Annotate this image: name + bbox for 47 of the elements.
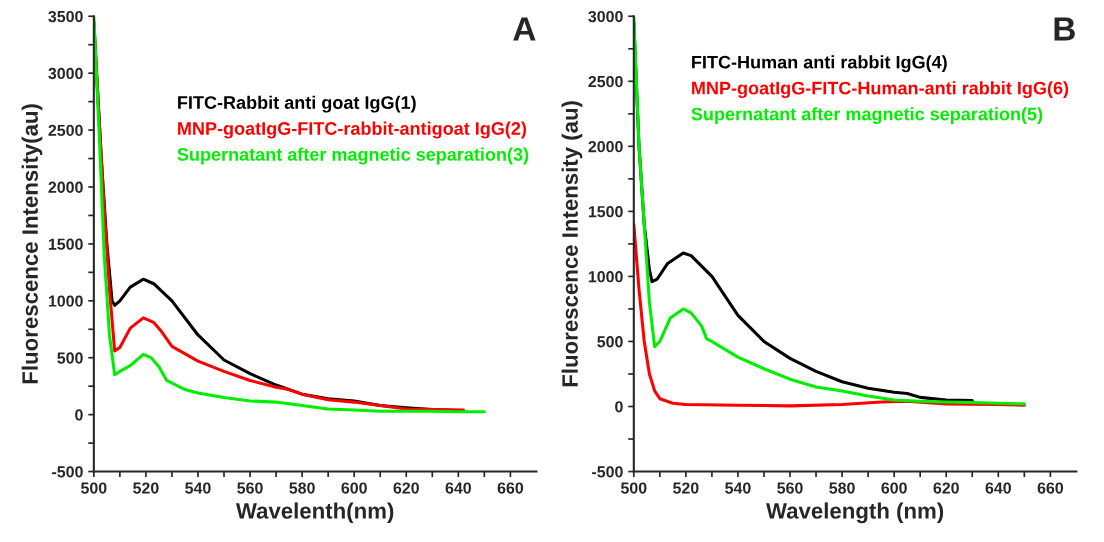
x-tick-label: 580 bbox=[289, 482, 315, 494]
text: Supernatant after magnetic separation(3) bbox=[177, 147, 529, 165]
x-tick-label: 560 bbox=[237, 482, 263, 494]
text: FITC-Rabbit anti goat IgG(1) bbox=[178, 95, 416, 113]
text: FITC-Human anti rabbit IgG(4) bbox=[692, 55, 947, 73]
x-tick-label: 500 bbox=[620, 482, 647, 494]
y-tick-label: -500 bbox=[52, 466, 83, 478]
x-axis-title: Wavelength (nm) bbox=[766, 502, 944, 524]
annotation: B bbox=[1054, 17, 1075, 41]
y-tick-label: 1500 bbox=[588, 206, 623, 218]
y-tick-label: 1000 bbox=[48, 295, 83, 307]
y-tick-label: 3500 bbox=[48, 10, 83, 23]
x-tick-label: 660 bbox=[497, 482, 524, 494]
x-tick-label: 520 bbox=[673, 482, 699, 494]
x-tick-label: 540 bbox=[725, 482, 751, 494]
y-tick-label: 500 bbox=[597, 336, 623, 348]
y-tick-label: 3000 bbox=[588, 10, 623, 23]
x-tick-label: 600 bbox=[341, 482, 367, 494]
y-tick-label: -500 bbox=[592, 466, 623, 478]
annotation: A bbox=[513, 17, 536, 41]
x-tick-label: 620 bbox=[393, 482, 419, 494]
y-tick-label: 500 bbox=[57, 352, 83, 364]
y-tick-label: 0 bbox=[75, 409, 83, 421]
x-axis-title: Wavelenth(nm) bbox=[235, 502, 394, 524]
y-tick-label: 3000 bbox=[48, 67, 83, 80]
text: MNP-goatIgG-FITC-rabbit-antigoat IgG(2) bbox=[178, 121, 527, 139]
x-tick-label: 620 bbox=[933, 482, 959, 494]
x-tick-label: 500 bbox=[81, 482, 107, 494]
x-tick-label: 540 bbox=[185, 482, 211, 494]
text: Supernatant after magnetic separation(5) bbox=[691, 107, 1043, 125]
x-tick-label: 600 bbox=[881, 482, 907, 494]
y-tick-label: 2500 bbox=[48, 124, 83, 137]
x-tick-label: 640 bbox=[445, 482, 471, 494]
x-tick-label: 660 bbox=[1037, 482, 1064, 494]
y-tick-label: 2000 bbox=[588, 140, 623, 153]
y-tick-label: 0 bbox=[615, 401, 623, 413]
y-tick-label: 2500 bbox=[588, 75, 623, 88]
y-axis-title: Fluorescence Intensity (au) bbox=[561, 101, 583, 387]
y-axis-title: Fluorescence Intensity(au) bbox=[21, 104, 43, 384]
x-tick-label: 580 bbox=[829, 482, 855, 494]
x-tick-label: 640 bbox=[985, 482, 1011, 494]
y-tick-label: 2000 bbox=[48, 181, 83, 193]
y-tick-label: 1500 bbox=[48, 238, 83, 250]
y-tick-label: 1000 bbox=[588, 271, 623, 283]
x-tick-label: 560 bbox=[777, 482, 803, 494]
x-tick-label: 520 bbox=[133, 482, 159, 494]
text: MNP-goatIgG-FITC-Human-anti rabbit IgG(6) bbox=[692, 81, 1069, 99]
